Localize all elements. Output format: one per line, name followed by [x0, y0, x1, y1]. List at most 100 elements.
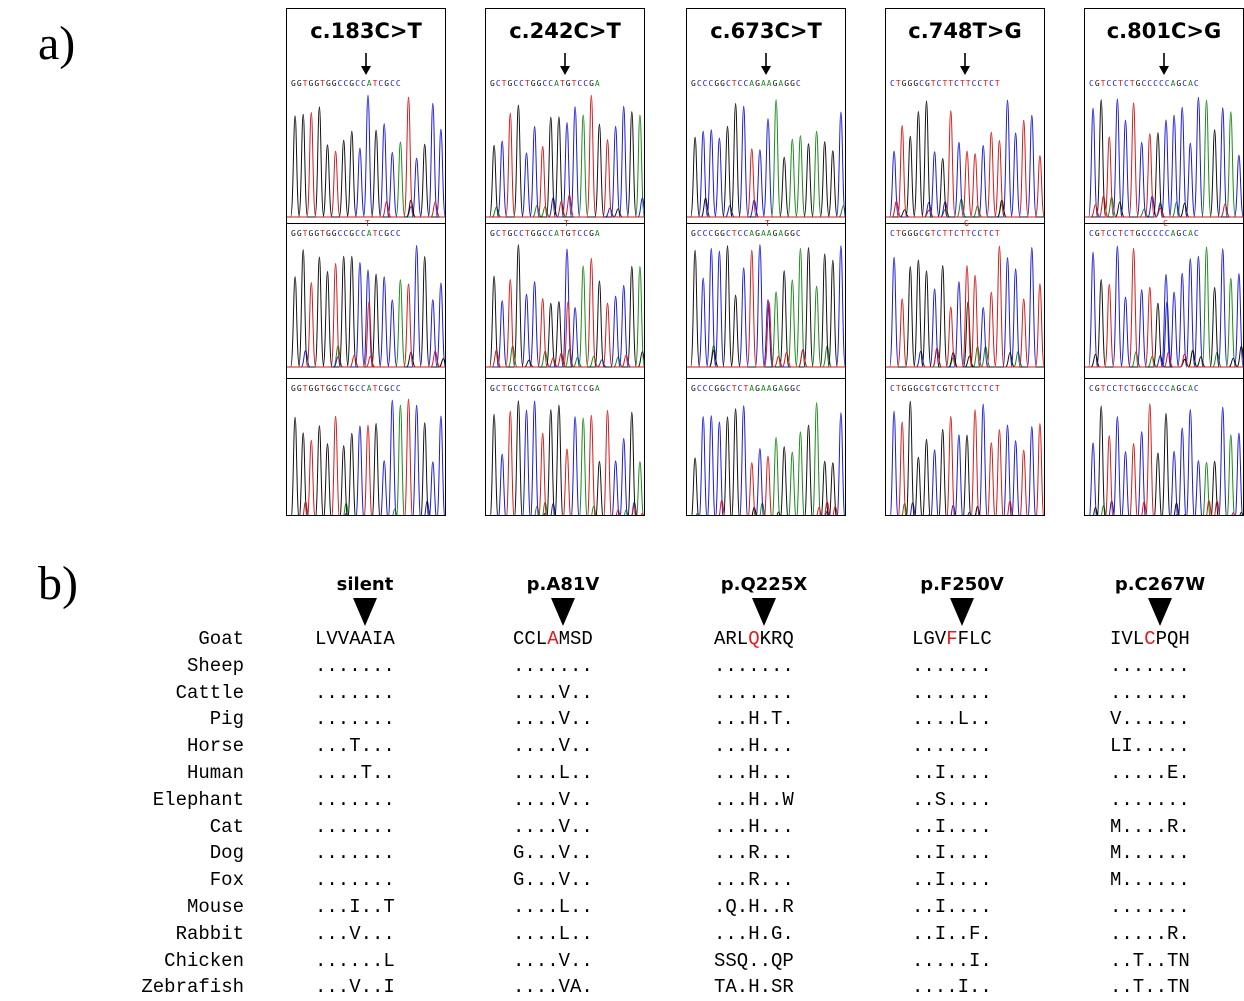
- species-label: Goat: [198, 628, 244, 650]
- trace-T: [687, 249, 845, 368]
- mutation-position-marker-icon: [1148, 598, 1172, 626]
- species-list: Goat Sheep Cattle Pig Horse Human Elephant Cat D…: [80, 626, 244, 1001]
- trace-C: [287, 244, 445, 368]
- alignment-row: ...V..I: [315, 976, 395, 999]
- trace-divider: [486, 223, 644, 224]
- alignment-row: ....I..: [912, 976, 992, 999]
- trace-divider: [287, 223, 445, 224]
- trace-G: [287, 106, 445, 218]
- alignment-row: ....L..: [513, 895, 593, 918]
- trace-divider: [1085, 223, 1243, 224]
- alignment-row: ..T..TN: [1110, 949, 1190, 972]
- chromatogram-4: c.748T>G CTGGGCGTCTTCTTCCTCT CTGGGCGTCTTCT…: [885, 8, 1045, 516]
- trace-C: [890, 403, 1036, 515]
- panel-label-a: a): [38, 17, 76, 70]
- trace-T: [302, 398, 413, 515]
- base-sequence: CTGGGCGTCTTCTTCCTCT: [890, 79, 1001, 88]
- trace-C: [287, 94, 445, 218]
- down-arrow-icon: [960, 53, 970, 75]
- trace-A: [534, 417, 644, 515]
- alignment-row: .......: [513, 654, 593, 677]
- heterozygous-mark: G: [964, 219, 969, 228]
- chromatogram-title: c.748T>G: [908, 19, 1022, 43]
- electropherogram-trace: [1089, 403, 1243, 515]
- alignment-row: ...V...: [315, 922, 395, 945]
- alignment-row: .......: [912, 654, 992, 677]
- alignment-column: LVVAAIA..................... ...T... ....T…: [315, 626, 395, 1001]
- mutated-residue: F: [946, 628, 958, 650]
- species-label: Cat: [209, 815, 244, 838]
- alignment-row: ...H...: [714, 761, 794, 784]
- alignment-row: G...V..: [513, 869, 593, 892]
- species-label: Zebrafish: [141, 976, 244, 999]
- alignment-row: .......: [315, 869, 395, 892]
- alignment-row: ....V..: [513, 708, 593, 731]
- species-label: Elephant: [152, 788, 244, 811]
- alignment-row: ..S....: [912, 788, 992, 811]
- trace-G: [291, 416, 429, 515]
- alignment-row: ...H.G.: [714, 922, 794, 945]
- mutated-residue: Q: [748, 628, 760, 650]
- chromatogram-2: c.242C>T GCTGCCTGGCCATGTCCGA GCTGCCTGGCCAT…: [485, 8, 645, 516]
- base-sequence: GCTGCCTGGTCATGTCCGA: [490, 384, 601, 393]
- trace-T: [886, 110, 1044, 218]
- alignment-row: M......: [1110, 869, 1190, 892]
- alignment-row: .......: [315, 788, 395, 811]
- trace-A: [287, 141, 445, 218]
- alignment-row: ....V..: [513, 681, 593, 704]
- species-label: Mouse: [186, 895, 244, 918]
- alignment-row: ..I....: [912, 895, 992, 918]
- species-label: Chicken: [164, 949, 244, 972]
- alignment-row: ....T..: [315, 761, 395, 784]
- alignment-row: .......: [714, 654, 794, 677]
- alignment-row: ...R...: [714, 869, 794, 892]
- trace-divider: [687, 223, 845, 224]
- alignment-column: LGVFFLC.............. ....L......... ..I..…: [912, 626, 992, 1001]
- trace-C: [886, 246, 1044, 368]
- mutation-label: p.Q225X: [720, 574, 808, 595]
- alignment-row: .......: [315, 708, 395, 731]
- trace-T: [886, 245, 1044, 368]
- trace-G: [886, 259, 1044, 368]
- alignment-row: ....L..: [912, 708, 992, 731]
- alignment-row: .......: [1110, 681, 1190, 704]
- electropherogram-trace: [287, 244, 445, 368]
- trace-G: [886, 100, 1044, 218]
- trace-T: [898, 409, 1044, 515]
- alignment-row: .......: [714, 681, 794, 704]
- trace-G: [691, 408, 837, 515]
- down-arrow-icon: [361, 53, 371, 75]
- heterozygous-mark: T: [765, 219, 770, 228]
- down-arrow-icon: [560, 53, 570, 75]
- trace-T: [486, 257, 644, 368]
- alignment-row: ARLQKRQ: [714, 628, 794, 650]
- chromatogram-title: c.673C>T: [710, 19, 822, 43]
- species-label: Dog: [209, 842, 244, 865]
- electropherogram-trace: [1085, 96, 1243, 218]
- alignment-row: ...I..T: [315, 895, 395, 918]
- alignment-row: .......: [1110, 788, 1190, 811]
- alignment-row: .......: [912, 735, 992, 758]
- base-sequence: CGTCCTCTGCCCCCAGCAC: [1089, 79, 1200, 88]
- alignment-row: ....V..: [513, 735, 593, 758]
- alignment-row: ...T...: [315, 735, 395, 758]
- trace-C: [699, 405, 845, 515]
- trace-T: [687, 148, 845, 218]
- heterozygous-mark: C: [1163, 219, 1168, 228]
- trace-C: [1085, 96, 1243, 218]
- base-sequence: CTGGGCGTCGTCTTCCTCT: [890, 384, 1001, 393]
- chromatogram-5: c.801C>G CGTCCTCTGCCCCCAGCAC CGTCCTCTGCCCC…: [1084, 8, 1244, 516]
- alignment-row: ..I..F.: [912, 922, 992, 945]
- base-sequence: CTGGGCGTCTTCTTCCTCT: [890, 229, 1001, 238]
- trace-T: [1105, 403, 1235, 515]
- species-label: Cattle: [175, 681, 244, 704]
- base-sequence: GGTGGTGGCTGCCATCGCC: [291, 384, 402, 393]
- alignment-row: ...H..W: [714, 788, 794, 811]
- alignment-row: .......: [315, 815, 395, 838]
- electropherogram-trace: [486, 244, 644, 368]
- trace-G: [1085, 279, 1243, 368]
- mutation-position-marker-icon: [752, 598, 776, 626]
- alignment-row: .......: [315, 654, 395, 677]
- down-arrow-icon: [761, 53, 771, 75]
- alignment-row: ...R...: [714, 842, 794, 865]
